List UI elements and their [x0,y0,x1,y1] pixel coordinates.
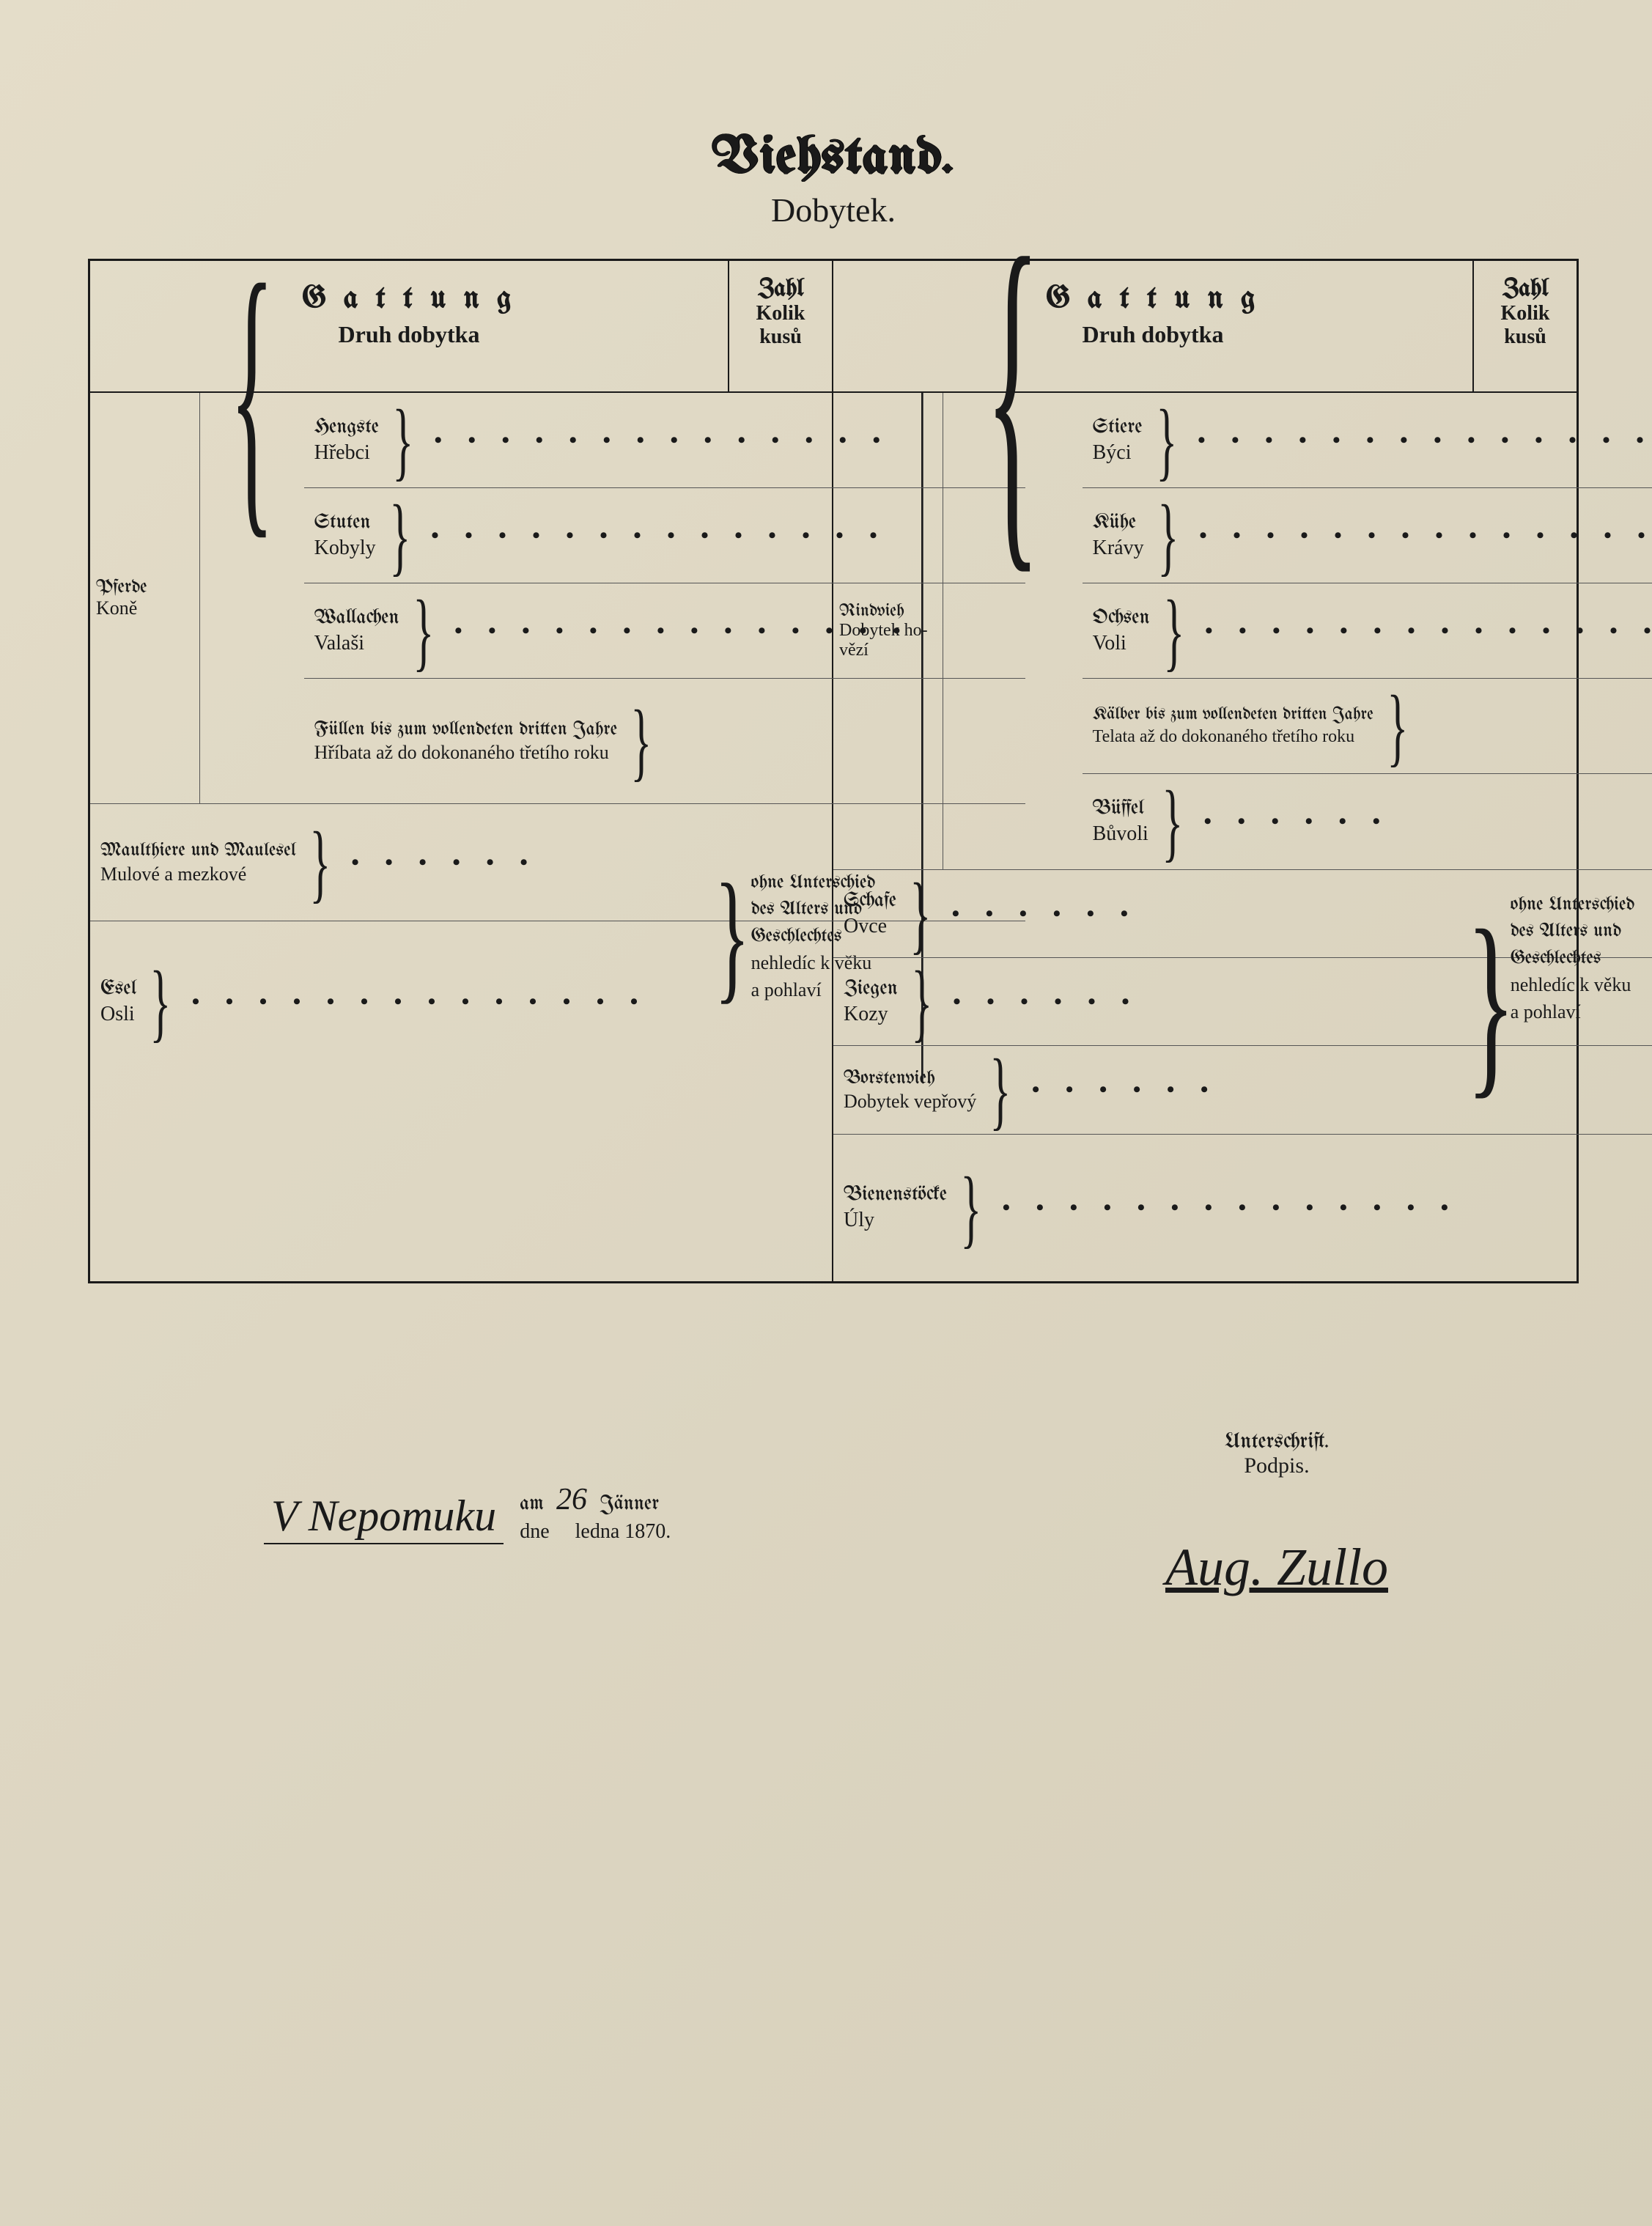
header-zahl: Zahl Kolik kusů [1474,261,1577,391]
left-body: Pferde Koně { HengsteHřebci } • • • • • … [90,393,832,1281]
left-half: G a t t u n g Druh dobytka Zahl Kolik ku… [90,261,833,1281]
title-czech: Dobytek. [88,191,1579,229]
brace-icon: } [1154,419,1179,462]
footer: V Nepomuku am 26 Jänner dne ledna 1870. … [88,1415,1579,1709]
brace-icon: } [989,1068,1013,1112]
brace-icon: } [1162,609,1186,653]
brace-icon: } [1464,951,1516,1053]
gattung-de: G a t t u n g [97,283,720,315]
brace-icon: } [630,719,654,763]
brace-icon: } [411,609,435,653]
brace-icon: } [391,419,415,462]
gattung-cz: Druh dobytka [841,321,1465,348]
document-page: Viehstand. Dobytek. G a t t u n g Druh d… [0,0,1652,2226]
gattung-de: G a t t u n g [841,283,1465,315]
title-block: Viehstand. Dobytek. [88,132,1579,229]
signature-handwritten: Aug. Zullo [1165,1537,1388,1598]
brace-icon: } [149,980,173,1024]
zahl-cz2: kusů [734,325,827,349]
brace-icon: { [985,393,1040,869]
pferde-label: Pferde Koně [90,393,200,803]
header-zahl: Zahl Kolik kusů [729,261,832,391]
place-date: V Nepomuku am 26 Jänner dne ledna 1870. [264,1481,671,1544]
header-gattung: G a t t u n g Druh dobytka [90,261,729,391]
brace-icon: } [1156,514,1180,558]
brace-icon: } [388,514,412,558]
podpis-label: Podpis. [1165,1453,1388,1478]
rindvieh-label: Rindvieh Dobytek ho- vězí [833,393,943,869]
brace-icon: } [910,980,934,1024]
header-gattung: G a t t u n g Druh dobytka [833,261,1474,391]
zahl-cz1: Kolik [734,302,827,325]
signature-block: Unterschrift. Podpis. Aug. Zullo [1165,1430,1388,1598]
brace-icon: { [230,393,274,803]
place-handwritten: V Nepomuku [264,1491,504,1544]
right-body: Rindvieh Dobytek ho- vězí { StiereBýci }… [833,393,1577,1281]
header-row: G a t t u n g Druh dobytka Zahl Kolik ku… [90,261,832,393]
gattung-cz: Druh dobytka [97,321,720,348]
brace-icon: } [959,1186,983,1230]
brace-icon: } [908,892,932,936]
unterschrift-label: Unterschrift. [1165,1430,1388,1453]
zahl-de: Zahl [734,276,827,302]
table-frame: G a t t u n g Druh dobytka Zahl Kolik ku… [88,259,1579,1283]
brace-icon: } [1385,704,1409,748]
right-half: G a t t u n g Druh dobytka Zahl Kolik ku… [833,261,1577,1281]
title-german: Viehstand. [88,132,1579,186]
brace-icon: } [308,841,332,885]
brace-icon: } [1160,800,1184,844]
header-row: G a t t u n g Druh dobytka Zahl Kolik ku… [833,261,1577,393]
